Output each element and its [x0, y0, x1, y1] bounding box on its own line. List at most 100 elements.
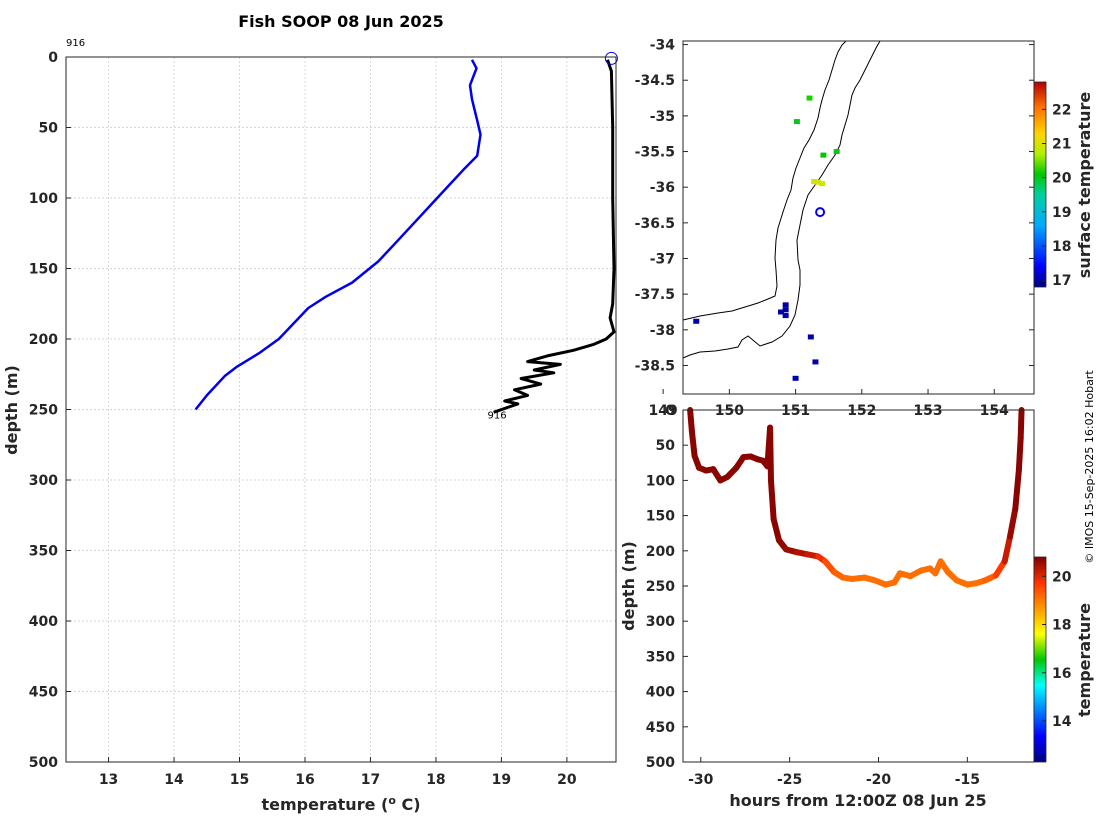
timeseries-track-segment [770, 516, 782, 544]
map-points [693, 95, 840, 381]
timeseries-track-segment [767, 477, 777, 523]
timeseries-track-segment [1007, 505, 1019, 540]
map-x-tick-label: 149 [649, 403, 678, 419]
profile-y-tick-label: 100 [29, 191, 58, 207]
timeseries-x-tick-label: -20 [866, 772, 892, 788]
profile-y-tick-label: 350 [29, 544, 58, 560]
temperature-colorbar-ticks: 14 16 18 20 [1042, 569, 1072, 730]
temperature-colorbar-label: temperature [1075, 603, 1094, 717]
profile-end-label: 916 [488, 410, 507, 421]
timeseries-y-tick-label: 400 [646, 685, 675, 701]
map-point [778, 309, 785, 315]
profile-x-tick-label: 15 [230, 772, 249, 788]
map-y-tick-label: -34 [650, 38, 676, 54]
map-x-tick-label: 152 [847, 403, 876, 419]
profile-y-tick-label: 450 [29, 685, 58, 701]
temperature-colorbar-tick-label: 18 [1052, 618, 1071, 634]
map-point [807, 334, 814, 340]
sst-colorbar [1033, 81, 1047, 288]
timeseries-y-tick-label: 450 [646, 720, 675, 736]
timeseries-track-segment [1017, 407, 1025, 442]
sst-colorbar-label: surface temperature [1075, 92, 1094, 279]
sst-colorbar-tick-label: 21 [1052, 137, 1071, 153]
sst-colorbar-tick-label: 18 [1052, 239, 1071, 255]
timeseries-track-segment [767, 424, 774, 484]
map-point [782, 313, 789, 319]
map-y-tick-label: -35.5 [635, 145, 675, 161]
timeseries-x-tick-label: -15 [955, 772, 980, 788]
timeseries-y-tick-label: 200 [646, 544, 675, 560]
temperature-colorbar-tick-label: 14 [1052, 714, 1072, 730]
profile-series-climatology [194, 59, 482, 411]
profile-x-tick-label: 17 [361, 772, 380, 788]
map-y-tick-label: -37 [650, 252, 675, 268]
profile-series-observed [493, 59, 616, 414]
map-point [792, 375, 799, 381]
figure-title: Fish SOOP 08 Jun 2025 [238, 12, 444, 31]
profile-y-tick-label: 400 [29, 614, 58, 630]
profile-x-tick-label: 20 [557, 772, 577, 788]
sst-colorbar-tick-label: 17 [1052, 273, 1071, 289]
map-x-tick-label: 153 [913, 403, 942, 419]
map-coastlines [682, 40, 881, 359]
map-y-tick-label: -38 [650, 323, 675, 339]
map-point [793, 119, 800, 125]
profile-y-tick-label: 0 [48, 50, 58, 66]
map-point [820, 152, 827, 158]
timeseries-y-tick-label: 250 [646, 579, 675, 595]
timeseries-frame [682, 409, 1035, 763]
profile-y-tick-label: 150 [29, 262, 58, 278]
map-point [811, 178, 818, 184]
profile-x-tick-label: 18 [426, 772, 445, 788]
map-point [812, 359, 819, 365]
profile-lines: 916 [194, 51, 618, 421]
timeseries-x-tick-label: -25 [777, 772, 802, 788]
sst-colorbar-tick-label: 22 [1052, 102, 1071, 118]
profile-y-tick-label: 500 [29, 755, 58, 771]
timeseries-track [687, 407, 1025, 588]
profile-panel: 916 13 14 15 16 17 18 19 2005010015020025030035… [2, 38, 618, 814]
map-point [782, 307, 789, 313]
timeseries-y-label: depth (m) [619, 541, 638, 631]
timeseries-track-segment [1012, 466, 1022, 512]
timeseries-y-tick-label: 350 [646, 649, 675, 665]
sst-colorbar-ticks: 17 18 19 20 21 22 [1042, 102, 1072, 289]
ship-position-marker [815, 207, 826, 218]
timeseries-ticks: -30 -25 -20 -15 0 50 100 150 200 250 300 350 400 450 5… [646, 403, 980, 788]
profile-x-tick-label: 19 [492, 772, 511, 788]
profile-y-tick-label: 250 [29, 403, 58, 419]
map-point [806, 95, 813, 101]
map-x-tick-label: 151 [781, 403, 810, 419]
profile-x-tick-label: 13 [99, 772, 118, 788]
map-y-tick-label: -34.5 [635, 73, 675, 89]
profile-y-tick-label: 300 [29, 473, 58, 489]
map-point [815, 179, 822, 185]
timeseries-x-label: hours from 12:00Z 08 Jun 25 [729, 791, 986, 810]
timeseries-track-segment [1015, 435, 1024, 473]
temperature-colorbar-tick-label: 20 [1052, 569, 1072, 585]
timeseries-y-tick-label: 150 [646, 509, 675, 525]
timeseries-y-tick-label: 100 [646, 473, 675, 489]
sst-colorbar-tick-label: 20 [1052, 171, 1072, 187]
timeseries-panel: -30 -25 -20 -15 0 50 100 150 200 250 300 350 400 450 5… [619, 403, 1094, 810]
map-x-tick-label: 154 [980, 403, 1009, 419]
map-y-tick-label: -36.5 [635, 216, 675, 232]
profile-ticks: 13 14 15 16 17 18 19 20050100150200250300350400… [29, 50, 577, 788]
timeseries-track-segment [1001, 533, 1014, 565]
timeseries-track-segment [687, 407, 695, 435]
map-panel: 149 150 151 152 153 154 -34 -34.5 -35 -35.5 -36 -36… [635, 38, 1094, 419]
profile-grid [66, 56, 616, 763]
profile-y-tick-label: 50 [39, 121, 59, 137]
map-y-tick-label: -38.5 [635, 358, 675, 374]
map-ticks: 149 150 151 152 153 154 -34 -34.5 -35 -35.5 -36 -36… [635, 38, 1034, 419]
profile-top-label: 916 [66, 38, 85, 49]
timeseries-y-tick-label: 50 [656, 438, 676, 454]
profile-frame [65, 56, 617, 763]
profile-start-marker [604, 51, 618, 65]
map-point [782, 302, 789, 308]
map-background [683, 41, 1034, 394]
profile-x-tick-label: 16 [295, 772, 314, 788]
timeseries-y-tick-label: 300 [646, 614, 675, 630]
timeseries-track-segment [688, 428, 698, 459]
